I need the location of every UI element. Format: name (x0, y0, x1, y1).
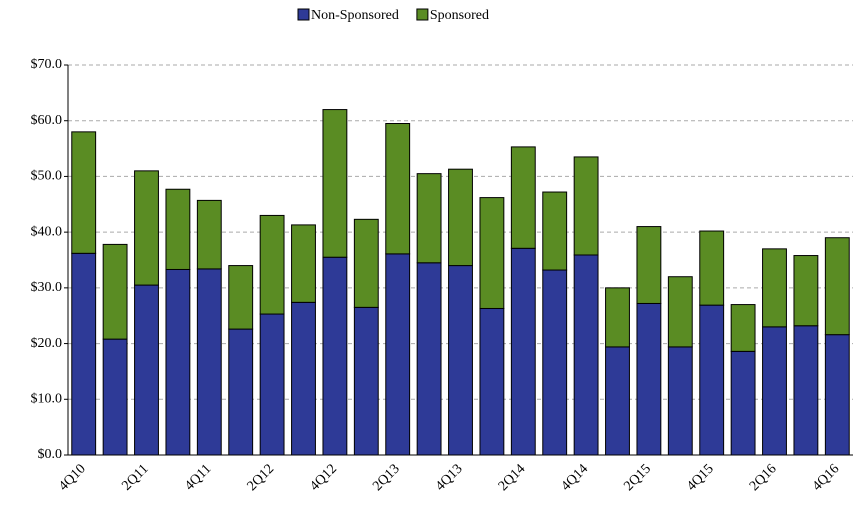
bar-segment (542, 269, 568, 456)
bar-segment (259, 313, 285, 456)
bar-segment (730, 304, 756, 352)
y-tick-label: $50.0 (31, 169, 63, 184)
bar-segment (793, 255, 819, 327)
y-tick-label: $20.0 (31, 336, 63, 351)
bar-segment (165, 268, 191, 456)
bar-segment (102, 243, 128, 340)
bar-segment (448, 168, 473, 267)
x-tick-label: 4Q14 (559, 461, 592, 494)
bar-segment (479, 307, 505, 456)
bar-segment (228, 328, 254, 456)
bar-segment (71, 252, 97, 456)
bar-segment (353, 218, 379, 308)
bar-segment (762, 326, 787, 456)
x-tick-label: 4Q15 (684, 461, 717, 494)
bar-segment (730, 350, 756, 456)
bar-segment (71, 131, 97, 254)
bar-segment (448, 265, 473, 456)
bar-segment (416, 173, 442, 264)
legend-label: Non-Sponsored (311, 8, 399, 23)
bar-segment (322, 256, 348, 456)
bar-segment (762, 248, 787, 328)
bar-segment (291, 301, 316, 456)
bar-segment (573, 156, 599, 256)
y-tick-label: $10.0 (31, 392, 63, 407)
bar-segment (165, 188, 191, 270)
bar-segment (134, 284, 159, 456)
bar-segment (605, 287, 630, 348)
bar-segment (228, 265, 254, 330)
y-tick-label: $70.0 (31, 57, 63, 72)
bar-segment (636, 226, 662, 304)
y-tick-label: $0.0 (38, 447, 63, 462)
legend-swatch (416, 8, 429, 21)
x-tick-label: 4Q12 (307, 461, 340, 494)
bar-segment (196, 199, 222, 270)
bar-segment (793, 325, 819, 456)
bar-segment (416, 262, 442, 456)
bar-segment (510, 247, 536, 456)
x-tick-label: 2Q16 (747, 461, 780, 494)
bar-segment (573, 254, 599, 456)
x-tick-label: 4Q11 (182, 461, 214, 493)
bar-segment (542, 191, 568, 271)
x-tick-label: 2Q13 (370, 461, 403, 494)
bar-segment (510, 146, 536, 249)
bar-segment (134, 170, 159, 286)
bar-segment (824, 237, 850, 336)
bar-segment (667, 276, 693, 348)
bar-segment (667, 346, 693, 456)
x-tick-label: 2Q12 (245, 461, 278, 494)
bar-segment (353, 306, 379, 456)
y-tick-label: $40.0 (31, 224, 63, 239)
bar-segment (479, 197, 505, 309)
y-tick-label: $30.0 (31, 280, 63, 295)
bar-segment (102, 338, 128, 456)
x-tick-label: 2Q15 (621, 461, 654, 494)
x-tick-label: 2Q11 (119, 461, 151, 493)
x-tick-label: 2Q14 (496, 461, 529, 494)
x-tick-label: 4Q16 (810, 461, 843, 494)
legend-label: Sponsored (430, 8, 489, 23)
bar-segment (699, 304, 725, 456)
bar-segment (385, 253, 411, 456)
bar-segment (636, 302, 662, 456)
bar-segment (322, 109, 348, 258)
bar-segment (259, 214, 285, 315)
bar-segment (824, 334, 850, 456)
bar-segment (605, 346, 630, 456)
x-tick-label: 4Q10 (56, 461, 89, 494)
bar-segment (699, 230, 725, 306)
y-tick-label: $60.0 (31, 113, 63, 128)
x-tick-label: 4Q13 (433, 461, 466, 494)
bar-segment (291, 224, 316, 303)
bar-segment (196, 268, 222, 456)
legend-swatch (297, 8, 310, 21)
bar-segment (385, 123, 411, 255)
